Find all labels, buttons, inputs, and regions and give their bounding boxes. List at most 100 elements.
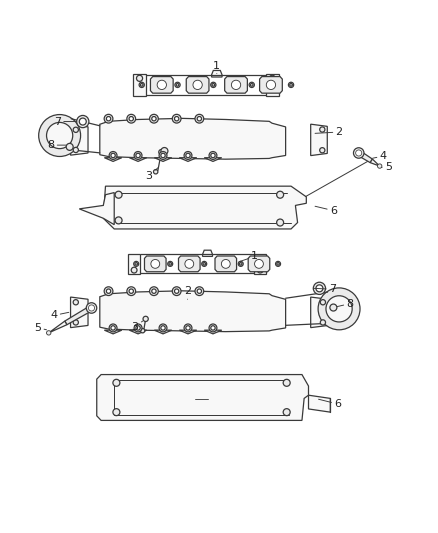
Circle shape bbox=[254, 260, 263, 268]
Circle shape bbox=[161, 148, 168, 155]
Circle shape bbox=[209, 324, 217, 332]
Circle shape bbox=[109, 151, 117, 159]
Circle shape bbox=[277, 263, 279, 265]
Polygon shape bbox=[204, 330, 222, 334]
Circle shape bbox=[172, 287, 181, 295]
Circle shape bbox=[221, 260, 230, 268]
Polygon shape bbox=[104, 158, 122, 161]
Circle shape bbox=[106, 117, 111, 121]
Polygon shape bbox=[311, 124, 327, 156]
Text: 5: 5 bbox=[381, 161, 392, 172]
Circle shape bbox=[209, 151, 217, 159]
Text: 8: 8 bbox=[47, 140, 66, 150]
Circle shape bbox=[211, 154, 215, 158]
Circle shape bbox=[73, 127, 78, 132]
Polygon shape bbox=[154, 158, 172, 161]
Circle shape bbox=[203, 263, 205, 265]
Polygon shape bbox=[49, 321, 67, 333]
Polygon shape bbox=[97, 375, 308, 421]
Text: 8: 8 bbox=[337, 298, 353, 309]
Polygon shape bbox=[133, 74, 146, 96]
Circle shape bbox=[115, 217, 122, 224]
Polygon shape bbox=[100, 118, 286, 159]
Circle shape bbox=[104, 115, 113, 123]
Circle shape bbox=[276, 261, 281, 266]
Polygon shape bbox=[225, 77, 247, 93]
Circle shape bbox=[313, 282, 325, 294]
Text: 4: 4 bbox=[50, 310, 69, 320]
Circle shape bbox=[251, 84, 253, 86]
Circle shape bbox=[277, 191, 284, 198]
Circle shape bbox=[88, 305, 95, 311]
Circle shape bbox=[184, 151, 192, 159]
Circle shape bbox=[184, 324, 192, 332]
Circle shape bbox=[111, 326, 115, 330]
Circle shape bbox=[185, 260, 194, 268]
Circle shape bbox=[131, 267, 137, 273]
Circle shape bbox=[106, 289, 111, 293]
Circle shape bbox=[46, 123, 73, 149]
Circle shape bbox=[129, 117, 134, 121]
Circle shape bbox=[109, 324, 117, 332]
Circle shape bbox=[137, 75, 143, 82]
Circle shape bbox=[240, 263, 242, 265]
Circle shape bbox=[320, 148, 325, 153]
Circle shape bbox=[136, 154, 140, 158]
Circle shape bbox=[127, 115, 136, 123]
Polygon shape bbox=[79, 192, 114, 225]
Circle shape bbox=[353, 148, 364, 158]
Circle shape bbox=[195, 287, 204, 295]
Circle shape bbox=[104, 287, 113, 295]
Circle shape bbox=[73, 320, 78, 325]
Circle shape bbox=[283, 379, 290, 386]
Circle shape bbox=[134, 324, 142, 332]
Polygon shape bbox=[154, 330, 172, 334]
Circle shape bbox=[134, 261, 139, 266]
Text: 7: 7 bbox=[313, 284, 336, 294]
Circle shape bbox=[86, 303, 97, 313]
Circle shape bbox=[231, 80, 240, 90]
Circle shape bbox=[141, 328, 145, 333]
Polygon shape bbox=[248, 256, 270, 272]
Circle shape bbox=[175, 82, 180, 87]
Circle shape bbox=[73, 147, 78, 152]
Polygon shape bbox=[202, 250, 212, 256]
Polygon shape bbox=[212, 70, 222, 77]
Text: 7: 7 bbox=[54, 117, 77, 126]
Polygon shape bbox=[204, 158, 222, 161]
Circle shape bbox=[195, 115, 204, 123]
Text: 5: 5 bbox=[34, 322, 46, 333]
Circle shape bbox=[277, 219, 284, 226]
Circle shape bbox=[152, 117, 156, 121]
Circle shape bbox=[320, 127, 325, 132]
Circle shape bbox=[150, 287, 158, 295]
Circle shape bbox=[197, 289, 201, 293]
Polygon shape bbox=[150, 77, 173, 93]
Circle shape bbox=[212, 84, 215, 86]
Polygon shape bbox=[71, 297, 88, 328]
Circle shape bbox=[211, 326, 215, 330]
Polygon shape bbox=[100, 291, 286, 332]
Circle shape bbox=[159, 324, 167, 332]
Circle shape bbox=[174, 117, 179, 121]
Circle shape bbox=[113, 379, 120, 386]
Text: 2: 2 bbox=[184, 286, 191, 299]
Circle shape bbox=[150, 115, 158, 123]
Circle shape bbox=[176, 84, 179, 86]
Circle shape bbox=[46, 330, 51, 335]
Circle shape bbox=[161, 326, 165, 330]
Circle shape bbox=[290, 84, 292, 86]
Circle shape bbox=[151, 260, 160, 268]
Circle shape bbox=[283, 409, 290, 416]
Circle shape bbox=[135, 263, 138, 265]
Polygon shape bbox=[104, 330, 122, 334]
Polygon shape bbox=[186, 77, 209, 93]
Text: 3: 3 bbox=[132, 321, 143, 332]
Polygon shape bbox=[215, 256, 237, 272]
Circle shape bbox=[168, 261, 173, 266]
Circle shape bbox=[127, 287, 136, 295]
Polygon shape bbox=[179, 330, 197, 334]
Circle shape bbox=[141, 84, 143, 86]
Circle shape bbox=[159, 149, 164, 155]
Circle shape bbox=[77, 116, 89, 128]
